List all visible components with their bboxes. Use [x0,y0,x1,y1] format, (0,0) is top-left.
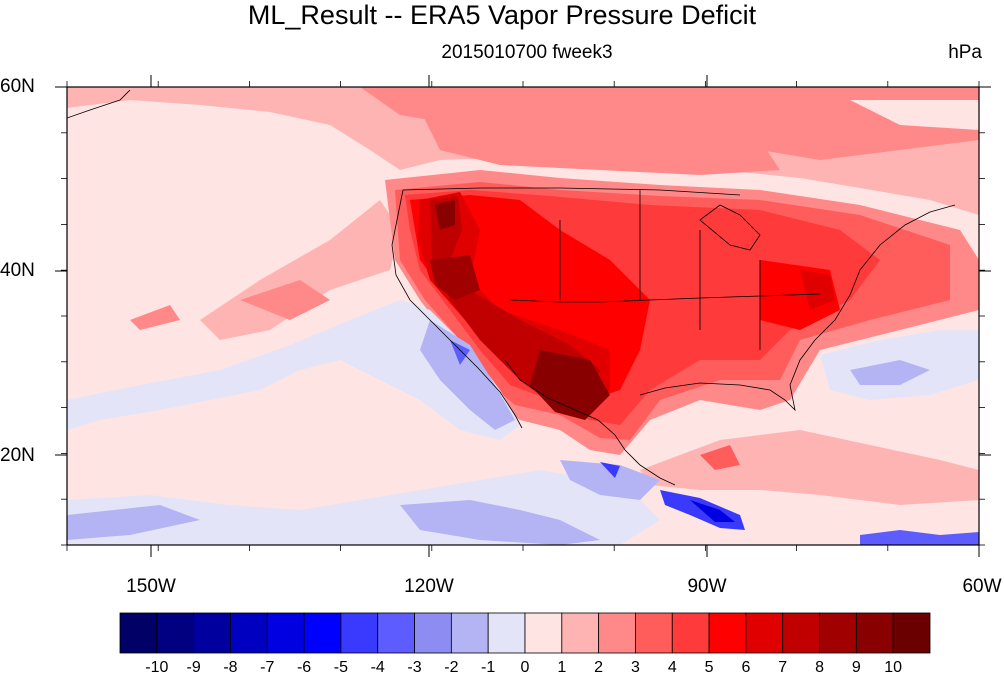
lon-tick-120w: 120W [404,576,454,597]
colorbar-label: 6 [741,659,751,676]
coastlines [67,89,956,486]
field-coast-cool [420,320,515,430]
colorbar-label: -8 [223,659,238,676]
field-nevada-max [430,255,480,300]
minor-ticks [61,81,985,551]
colorbar-label: -10 [145,659,169,676]
colorbar-swatch [892,612,931,654]
colorbar-swatch [450,612,489,654]
colorbar-label: 4 [667,659,677,676]
colorbar-swatch [340,612,379,654]
lat-tick-20n: 20N [0,445,35,466]
colorbar-swatch [855,612,894,654]
lon-tick-90w: 90W [687,576,727,597]
field-mexico-cold [600,462,620,478]
field-pacific-plume [200,200,400,340]
units-label: hPa [948,42,982,63]
field-pacific-patch-2 [240,280,330,320]
alaska-coast [67,89,131,119]
map-title: ML_Result -- ERA5 Vapor Pressure Deficit [247,0,757,30]
colorbar-swatch [745,612,784,654]
map-field [67,87,979,545]
gulf-east-coastline [639,204,956,412]
colorbar-label: -2 [444,659,459,676]
great-lakes [699,204,761,251]
colorbar-label: 1 [557,659,567,676]
colorbar-label: 8 [815,659,824,676]
lat-tick-40n: 40N [0,260,35,281]
colorbar-swatch [819,612,857,654]
colorbar-label: 7 [778,659,788,676]
field-pacific-patch [130,305,180,330]
colorbar-swatch [524,612,563,654]
field-pacific-cool [67,300,520,440]
colorbar-swatch [671,612,710,654]
field-sw-cool [67,505,200,540]
colorbar [119,612,931,654]
field-atlantic-cool-2 [850,360,930,385]
colorbar-swatch [708,612,747,654]
lon-tick-60w: 60W [962,576,1002,597]
lat-tick-60n: 60N [0,76,35,97]
colorbar-label: -1 [481,659,496,676]
colorbar-label: 3 [631,659,640,676]
field-mexico-cool [560,460,660,500]
colorbar-swatch [119,612,158,654]
field-se-cold [860,530,979,545]
colorbar-label: 0 [520,659,530,676]
field-south-cool-2 [400,500,600,545]
colorbar-swatch [635,612,673,654]
us-canada-border [402,187,741,196]
colorbar-swatch [487,612,526,654]
colorbar-label: -7 [260,659,275,676]
colorbar-label: 9 [851,659,861,676]
colorbar-label: -5 [333,659,349,676]
colorbar-label: -6 [296,659,312,676]
west-coastline [391,189,523,429]
colorbar-swatch [266,612,305,654]
colorbar-swatch [414,612,452,654]
colorbar-swatch [782,612,820,654]
field-oregon-max [435,200,455,230]
forecast-date-label: 2015010700 fweek3 [441,42,613,63]
field-east-hot [800,270,835,310]
lon-tick-150w: 150W [126,576,176,597]
field-mexico-max [530,350,610,420]
colorbar-label: -3 [407,659,422,676]
field-ne-light [850,100,979,130]
colorbar-swatch [598,612,636,654]
colorbar-swatch [193,612,231,654]
colorbar-label: -9 [186,659,201,676]
field-canada-core [420,100,780,175]
state-lines [559,190,761,350]
colorbar-swatch [230,612,268,654]
colorbar-swatch [561,612,600,654]
field-coast-cold [450,340,470,365]
colorbar-label: 2 [594,659,604,676]
colorbar-label: -4 [370,659,385,676]
field-caribbean-colder [690,500,735,522]
colorbar-swatch [156,612,195,654]
colorbar-swatch [303,612,342,654]
colorbar-swatch [377,612,415,654]
colorbar-label: 10 [884,659,903,676]
colorbar-label: 5 [704,659,714,676]
mexico-coastline [504,359,676,486]
field-gulf-patch [700,445,740,470]
